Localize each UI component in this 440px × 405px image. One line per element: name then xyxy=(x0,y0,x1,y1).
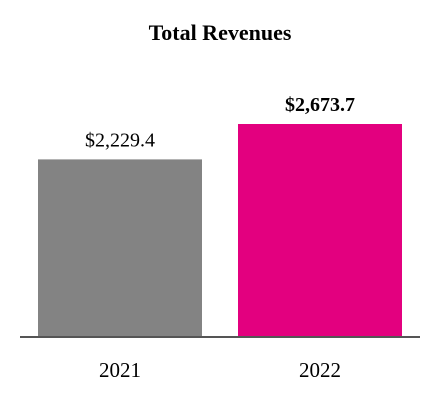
value-label-2021: $2,229.4 xyxy=(85,129,155,151)
x-tick-label-2021: 2021 xyxy=(99,358,141,382)
chart-title: Total Revenues xyxy=(149,20,292,45)
x-tick-label-2022: 2022 xyxy=(299,358,341,382)
bars-layer xyxy=(38,124,402,337)
value-label-2022: $2,673.7 xyxy=(285,94,355,116)
bar-2022 xyxy=(238,124,402,337)
x-tick-labels-layer: 2021 2022 xyxy=(99,358,341,382)
value-labels-layer: $2,229.4 $2,673.7 xyxy=(85,94,355,151)
bar-2021 xyxy=(38,159,202,337)
